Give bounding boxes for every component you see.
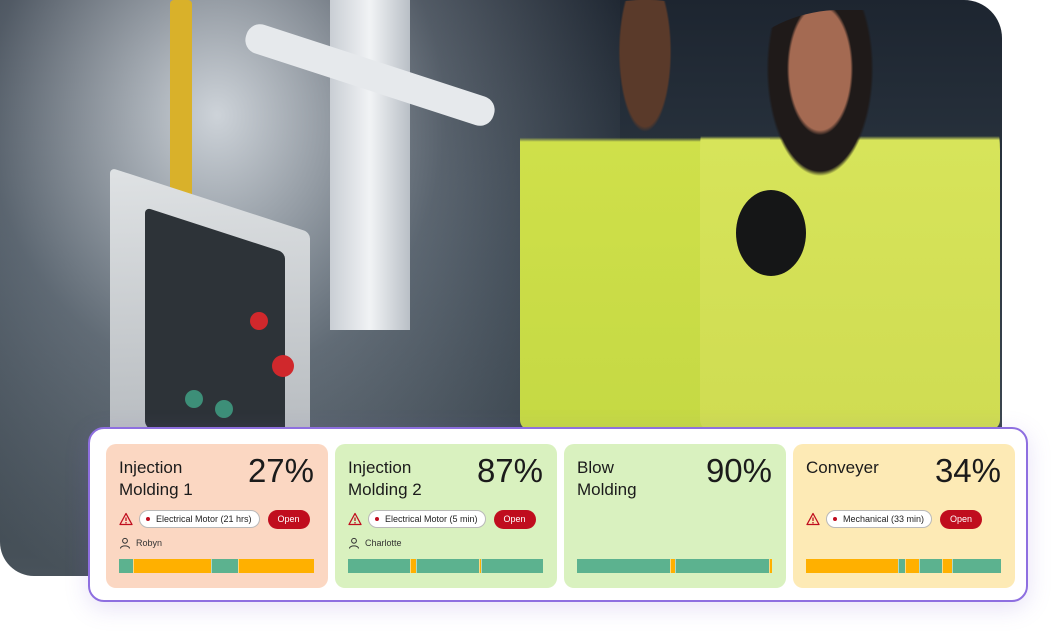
timeline-segment-idle (132, 559, 211, 573)
issue-label: Mechanical (33 min) (843, 514, 925, 524)
machine-name-line: Molding 2 (348, 480, 422, 499)
issue-chip[interactable]: Electrical Motor (21 hrs) (139, 510, 260, 528)
timeline-segment-running (480, 559, 543, 573)
machine-status-board: Injection Molding 1 27% Electrical Motor… (88, 427, 1028, 602)
status-dot-icon (146, 517, 150, 521)
machine-name: Injection Molding 1 (119, 457, 249, 501)
issue-row: Mechanical (33 min) Open (806, 509, 983, 529)
warning-icon (348, 512, 362, 526)
machine-card[interactable]: Injection Molding 1 27% Electrical Motor… (106, 444, 328, 588)
machine-name-line: Injection (119, 458, 183, 477)
open-button[interactable]: Open (493, 509, 536, 529)
timeline-segment-idle (942, 559, 953, 573)
machine-name: Conveyer (806, 457, 936, 479)
person-icon (120, 537, 130, 549)
status-timeline (577, 559, 772, 573)
timeline-segment-idle (237, 559, 314, 573)
timeline-segment-idle (806, 559, 898, 573)
status-timeline (348, 559, 543, 573)
machine-card[interactable]: Injection Molding 2 87% Electrical Motor… (335, 444, 557, 588)
timeline-segment-running (348, 559, 411, 573)
timeline-segment-idle (478, 559, 481, 573)
utilization-percent: 90% (705, 452, 772, 489)
status-dot-icon (833, 517, 837, 521)
operator-row: Robyn (119, 536, 162, 550)
timeline-segment-idle (905, 559, 920, 573)
timeline-segment-running (952, 559, 1001, 573)
issue-label: Electrical Motor (21 hrs) (156, 514, 252, 524)
open-button[interactable]: Open (940, 509, 983, 529)
machine-card[interactable]: Blow Molding 90% (564, 444, 786, 588)
open-button[interactable]: Open (267, 509, 310, 529)
photo-pipe (170, 0, 192, 210)
photo-earmuff (736, 190, 806, 276)
utilization-percent: 34% (934, 452, 1001, 489)
issue-row: Electrical Motor (21 hrs) Open (119, 509, 310, 529)
issue-row: Electrical Motor (5 min) Open (348, 509, 536, 529)
utilization-percent: 27% (247, 452, 314, 489)
machine-name-line: Blow (577, 458, 614, 477)
timeline-segment-running (210, 559, 238, 573)
status-timeline (119, 559, 314, 573)
machine-name: Blow Molding (577, 457, 707, 501)
timeline-segment-idle (669, 559, 675, 573)
person-icon (349, 537, 359, 549)
timeline-segment-running (897, 559, 906, 573)
hero-photo (0, 0, 1002, 576)
timeline-segment-running (674, 559, 770, 573)
warning-icon (806, 512, 820, 526)
operator-name: Charlotte (365, 538, 402, 548)
timeline-segment-running (577, 559, 670, 573)
operator-name: Robyn (136, 538, 163, 548)
issue-label: Electrical Motor (5 min) (385, 514, 478, 524)
photo-knob (185, 390, 203, 408)
timeline-segment-idle (769, 559, 772, 573)
issue-chip[interactable]: Mechanical (33 min) (826, 510, 933, 528)
machine-name-line: Molding 1 (119, 480, 193, 499)
timeline-segment-running (416, 559, 479, 573)
timeline-segment-running (119, 559, 133, 573)
machine-name-line: Conveyer (806, 458, 879, 477)
warning-icon (119, 512, 133, 526)
status-dot-icon (375, 517, 379, 521)
machine-name-line: Molding (577, 480, 637, 499)
photo-knob (215, 400, 233, 418)
timeline-segment-idle (410, 559, 417, 573)
photo-knob (250, 312, 268, 330)
operator-row: Charlotte (348, 536, 402, 550)
machine-name-line: Injection (348, 458, 412, 477)
utilization-percent: 87% (476, 452, 543, 489)
timeline-segment-running (919, 559, 943, 573)
photo-knob (272, 355, 294, 377)
issue-chip[interactable]: Electrical Motor (5 min) (368, 510, 486, 528)
status-timeline (806, 559, 1001, 573)
machine-card[interactable]: Conveyer 34% Mechanical (33 min) Open (793, 444, 1015, 588)
machine-name: Injection Molding 2 (348, 457, 478, 501)
